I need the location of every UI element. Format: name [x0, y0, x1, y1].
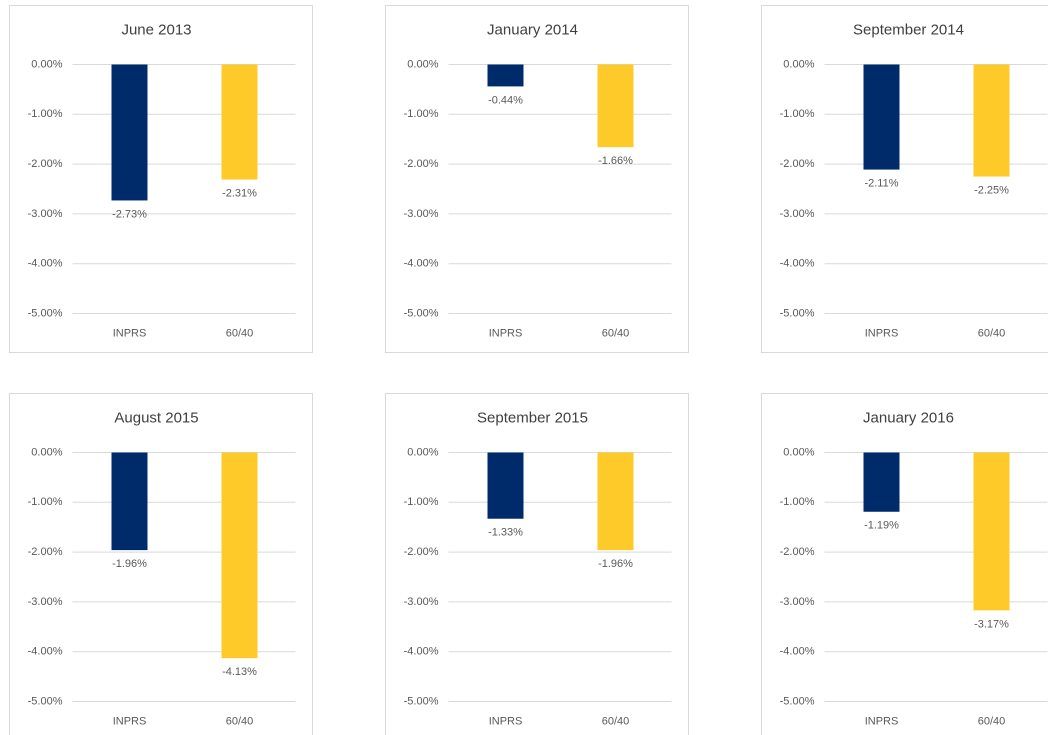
bar: [863, 64, 900, 170]
y-tick-label: -3.00%: [404, 596, 439, 608]
y-tick-label: -2.00%: [28, 158, 63, 170]
data-label: -1.96%: [598, 558, 633, 570]
y-tick-label: -1.00%: [780, 108, 815, 120]
x-tick-label: INPRS: [489, 715, 523, 727]
y-tick-label: -4.00%: [780, 258, 815, 270]
y-tick-label: -5.00%: [404, 307, 439, 319]
bar: [597, 64, 634, 148]
chart: June 2013 0.00% -1.00% -2.00% -3.00% -4.00% -5…: [9, 5, 313, 353]
x-tick-label: INPRS: [113, 715, 147, 727]
bar: [221, 64, 258, 180]
data-label: -2.73%: [112, 208, 147, 220]
y-tick-label: -5.00%: [28, 695, 63, 707]
chart-frame: [9, 5, 313, 353]
y-tick-label: -4.00%: [404, 646, 439, 658]
chart-frame: [761, 5, 1048, 353]
y-tick-label: -5.00%: [780, 695, 815, 707]
bar: [487, 452, 524, 519]
y-tick-label: -4.00%: [404, 258, 439, 270]
bar: [111, 64, 148, 201]
y-tick-label: -1.00%: [28, 108, 63, 120]
data-label: -3.17%: [974, 618, 1009, 630]
chart: August 2015 0.00% -1.00% -2.00% -3.00% -4.00%…: [9, 393, 313, 735]
y-tick-label: -3.00%: [28, 596, 63, 608]
y-tick-label: -4.00%: [28, 258, 63, 270]
x-tick-label: 60/40: [226, 327, 254, 339]
y-tick-label: -2.00%: [780, 158, 815, 170]
chart-frame: [9, 393, 313, 735]
x-tick-label: INPRS: [489, 327, 523, 339]
y-tick-label: 0.00%: [783, 446, 814, 458]
data-label: -0.44%: [488, 94, 523, 106]
y-tick-label: -2.00%: [404, 546, 439, 558]
y-tick-label: -1.00%: [404, 108, 439, 120]
chart-title: January 2014: [487, 21, 578, 38]
x-tick-label: INPRS: [865, 327, 899, 339]
x-tick-label: INPRS: [113, 327, 147, 339]
y-tick-label: -1.00%: [28, 496, 63, 508]
y-tick-label: -5.00%: [780, 307, 815, 319]
y-tick-label: 0.00%: [783, 58, 814, 70]
x-tick-label: 60/40: [226, 715, 254, 727]
chart-title: September 2015: [477, 409, 588, 426]
chart: January 2016 0.00% -1.00% -2.00% -3.00% -4.00…: [761, 393, 1048, 735]
chart-title: January 2016: [863, 409, 954, 426]
y-tick-label: -1.00%: [780, 496, 815, 508]
x-tick-label: 60/40: [602, 327, 630, 339]
data-label: -1.19%: [864, 520, 899, 532]
chart-title: August 2015: [114, 409, 198, 426]
chart-frame: [385, 393, 689, 735]
x-tick-label: 60/40: [602, 715, 630, 727]
bar: [973, 452, 1010, 611]
bar: [221, 452, 258, 659]
data-label: -2.25%: [974, 184, 1009, 196]
y-tick-label: -3.00%: [780, 596, 815, 608]
data-label: -2.11%: [864, 177, 898, 189]
y-tick-label: 0.00%: [407, 446, 438, 458]
x-tick-label: 60/40: [978, 327, 1006, 339]
y-tick-label: -1.00%: [404, 496, 439, 508]
y-tick-label: -3.00%: [28, 208, 63, 220]
y-tick-label: -2.00%: [404, 158, 439, 170]
bar: [111, 452, 148, 551]
chart-title: September 2014: [853, 21, 964, 38]
y-tick-label: -4.00%: [28, 646, 63, 658]
y-tick-label: -2.00%: [28, 546, 63, 558]
bar: [973, 64, 1010, 177]
x-tick-label: INPRS: [865, 715, 899, 727]
data-label: -4.13%: [222, 666, 257, 678]
data-label: -1.33%: [488, 527, 523, 539]
chart-title: June 2013: [121, 21, 191, 38]
chart-frame: [385, 5, 689, 353]
x-tick-label: 60/40: [978, 715, 1006, 727]
data-label: -1.96%: [112, 558, 147, 570]
data-label: -2.31%: [222, 187, 257, 199]
y-tick-label: -3.00%: [404, 208, 439, 220]
chart: September 2014 0.00% -1.00% -2.00% -3.00% -4.…: [761, 5, 1048, 353]
y-tick-label: -3.00%: [780, 208, 815, 220]
y-tick-label: -5.00%: [28, 307, 63, 319]
chart: January 2014 0.00% -1.00% -2.00% -3.00% -4.00…: [385, 5, 689, 353]
y-tick-label: -2.00%: [780, 546, 815, 558]
bar: [487, 64, 524, 87]
y-tick-label: -5.00%: [404, 695, 439, 707]
y-tick-label: -4.00%: [780, 646, 815, 658]
bar: [863, 452, 900, 512]
chart: September 2015 0.00% -1.00% -2.00% -3.00% -4.…: [385, 393, 689, 735]
data-label: -1.66%: [598, 155, 633, 167]
y-tick-label: 0.00%: [31, 58, 62, 70]
y-tick-label: 0.00%: [407, 58, 438, 70]
y-tick-label: 0.00%: [31, 446, 62, 458]
bar: [597, 452, 634, 551]
